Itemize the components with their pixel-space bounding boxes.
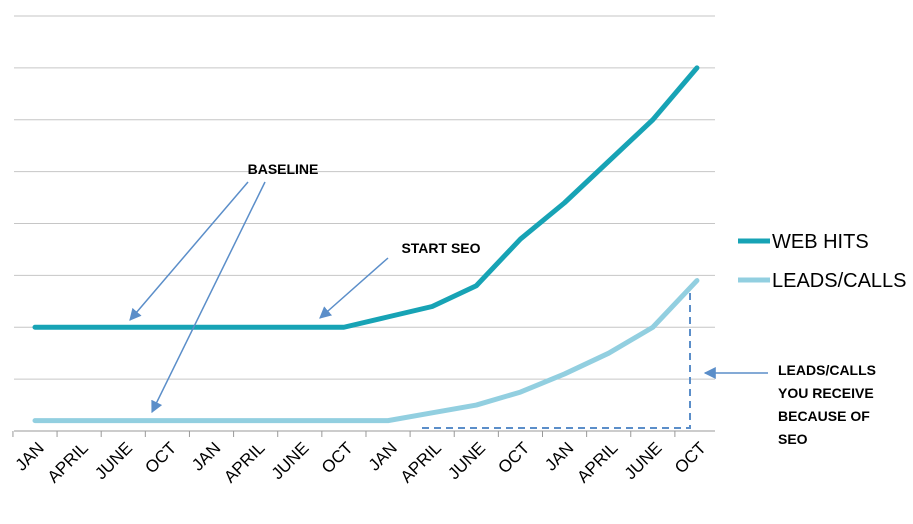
annotation: LEADS/CALLS — [778, 362, 876, 378]
annotation: YOU RECEIVE — [778, 385, 874, 401]
legend-label: LEADS/CALLS — [772, 270, 907, 292]
x-tick-label: OCT — [671, 438, 710, 477]
arrow — [129, 181, 249, 321]
annotation: BASELINE — [248, 161, 319, 177]
series-line — [32, 278, 700, 424]
x-tick-label: OCT — [318, 438, 357, 477]
x-tick-label: APRIL — [44, 438, 92, 486]
arrow — [319, 257, 389, 319]
x-tick-label: OCT — [141, 438, 180, 477]
x-tick-label: OCT — [494, 438, 533, 477]
x-tick-label: JUNE — [621, 438, 666, 483]
lines — [32, 65, 700, 424]
annotation: BECAUSE OF — [778, 408, 870, 424]
x-tick-label: JUNE — [444, 438, 489, 483]
annotation: START SEO — [401, 240, 480, 256]
x-tick-label: JUNE — [91, 438, 136, 483]
x-tick-label: JAN — [12, 438, 48, 474]
x-tick-label: APRIL — [573, 438, 621, 486]
annotation: SEO — [778, 431, 808, 447]
x-tick-label: JUNE — [268, 438, 313, 483]
dashed-gap — [422, 286, 691, 429]
legend: WEB HITS LEADS/CALLS — [738, 231, 907, 292]
grid — [14, 15, 715, 432]
x-tick-label: JAN — [188, 438, 224, 474]
x-tick-label: JAN — [541, 438, 577, 474]
x-tick-label: JAN — [365, 438, 401, 474]
arrow — [151, 181, 266, 414]
x-tick-label: APRIL — [220, 438, 268, 486]
legend-label: WEB HITS — [772, 231, 869, 253]
x-tick-label: APRIL — [397, 438, 445, 486]
series-line — [32, 65, 700, 330]
